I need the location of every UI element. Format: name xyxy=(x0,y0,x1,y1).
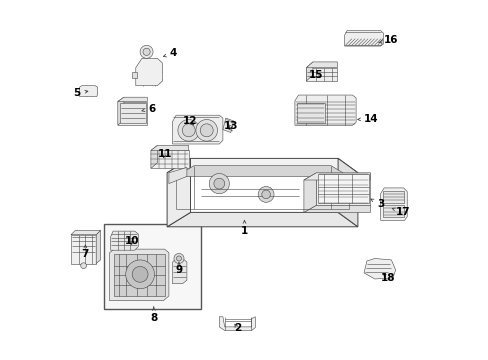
Text: 5: 5 xyxy=(73,88,88,98)
Polygon shape xyxy=(136,58,162,86)
Polygon shape xyxy=(296,103,325,123)
Polygon shape xyxy=(380,188,407,220)
Polygon shape xyxy=(303,173,370,180)
Polygon shape xyxy=(114,254,164,296)
Polygon shape xyxy=(118,102,147,125)
Polygon shape xyxy=(96,230,101,264)
Circle shape xyxy=(142,48,150,55)
Circle shape xyxy=(125,260,154,289)
Text: 3: 3 xyxy=(370,199,384,210)
Polygon shape xyxy=(151,145,157,168)
Polygon shape xyxy=(110,231,138,250)
Polygon shape xyxy=(306,62,312,81)
Text: 17: 17 xyxy=(391,207,409,217)
Text: 6: 6 xyxy=(142,104,155,114)
Text: 9: 9 xyxy=(175,262,182,275)
Polygon shape xyxy=(316,173,370,205)
Polygon shape xyxy=(303,205,370,212)
Text: 15: 15 xyxy=(308,70,323,80)
Text: 18: 18 xyxy=(380,273,394,283)
Circle shape xyxy=(176,256,181,261)
Polygon shape xyxy=(306,68,337,81)
Polygon shape xyxy=(167,212,357,227)
Polygon shape xyxy=(344,31,383,46)
Polygon shape xyxy=(120,103,145,123)
Text: 1: 1 xyxy=(241,220,247,236)
Polygon shape xyxy=(167,158,190,227)
Polygon shape xyxy=(132,72,136,78)
Polygon shape xyxy=(118,97,147,102)
Polygon shape xyxy=(109,249,168,301)
Polygon shape xyxy=(363,258,395,279)
Polygon shape xyxy=(71,230,101,235)
Polygon shape xyxy=(294,95,355,125)
Bar xyxy=(104,224,200,309)
Circle shape xyxy=(261,190,270,199)
Polygon shape xyxy=(382,191,404,203)
Polygon shape xyxy=(303,173,316,212)
Text: 12: 12 xyxy=(182,116,197,126)
Polygon shape xyxy=(80,86,98,96)
Polygon shape xyxy=(172,258,186,284)
Text: 4: 4 xyxy=(163,48,177,58)
Text: 8: 8 xyxy=(150,307,157,323)
Text: 14: 14 xyxy=(357,114,378,124)
Text: 13: 13 xyxy=(223,121,238,131)
Polygon shape xyxy=(382,205,404,217)
Polygon shape xyxy=(318,174,368,203)
Circle shape xyxy=(174,253,183,264)
Text: 11: 11 xyxy=(157,149,171,159)
Text: 2: 2 xyxy=(233,323,241,333)
Polygon shape xyxy=(223,118,233,132)
Circle shape xyxy=(182,124,195,137)
Polygon shape xyxy=(219,317,255,330)
Circle shape xyxy=(200,124,213,137)
Circle shape xyxy=(213,178,224,189)
Polygon shape xyxy=(71,235,96,264)
Polygon shape xyxy=(167,158,357,173)
Polygon shape xyxy=(151,145,188,150)
Polygon shape xyxy=(172,115,223,144)
Circle shape xyxy=(258,186,273,202)
Text: 7: 7 xyxy=(81,245,89,259)
Circle shape xyxy=(81,263,86,269)
Circle shape xyxy=(140,45,153,58)
Circle shape xyxy=(178,120,199,141)
Circle shape xyxy=(132,266,148,282)
Polygon shape xyxy=(306,62,337,68)
Text: 16: 16 xyxy=(378,35,398,45)
Polygon shape xyxy=(176,166,348,176)
Polygon shape xyxy=(118,97,123,125)
Circle shape xyxy=(196,120,217,141)
Polygon shape xyxy=(151,150,188,168)
Polygon shape xyxy=(337,158,357,227)
Circle shape xyxy=(209,174,229,194)
Polygon shape xyxy=(168,167,186,184)
Text: 10: 10 xyxy=(124,236,139,246)
